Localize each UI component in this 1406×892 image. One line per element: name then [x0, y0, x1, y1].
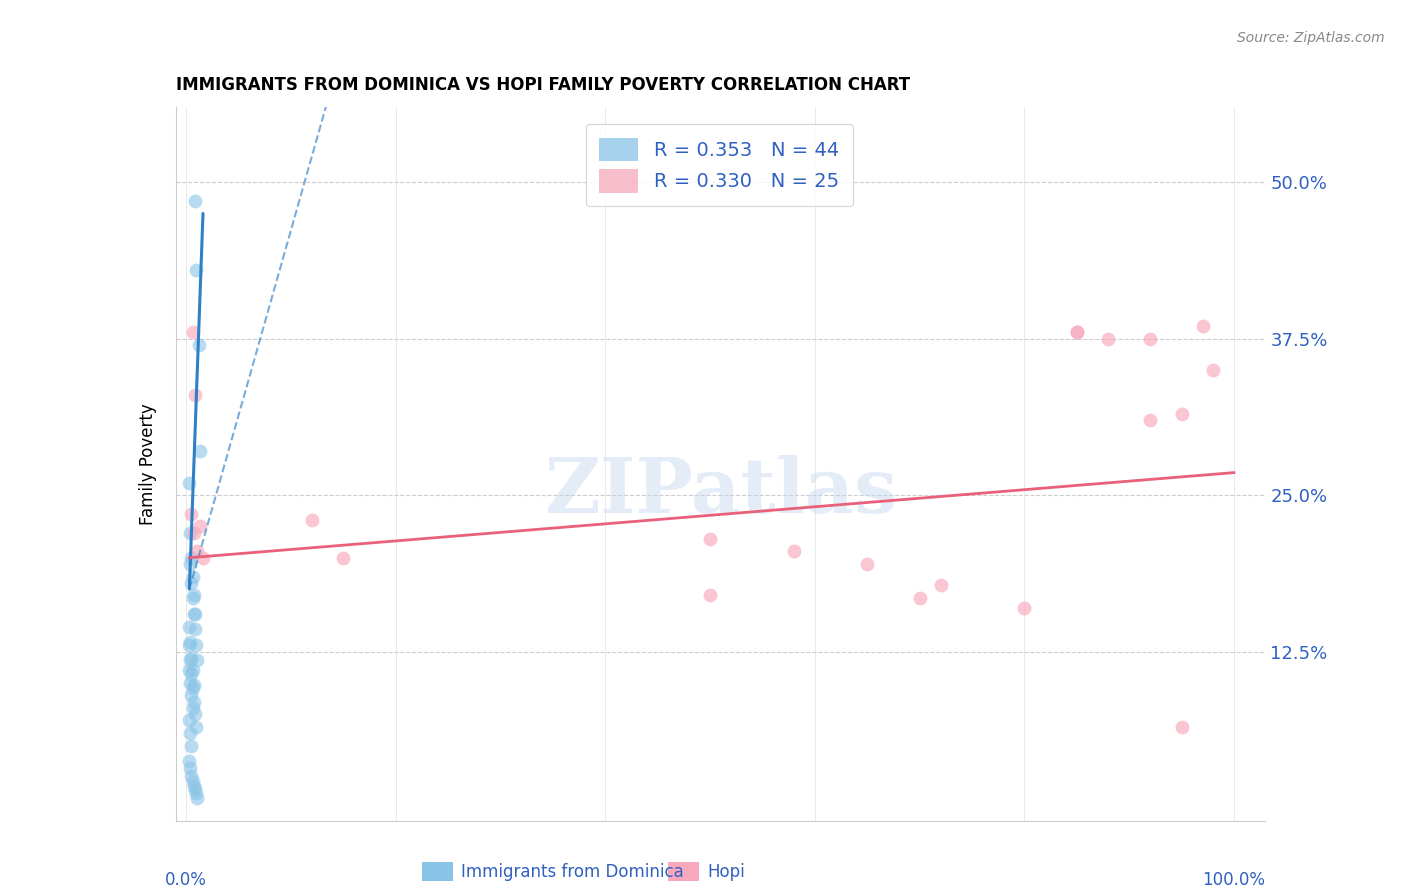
Point: [181, 664, 204, 678]
Point: [1170, 720, 1192, 734]
Point: [181, 591, 204, 605]
Point: [179, 619, 201, 633]
Point: [179, 557, 201, 571]
Point: [1066, 326, 1088, 340]
Point: [183, 678, 205, 692]
Point: [184, 720, 207, 734]
Point: [181, 681, 204, 695]
Text: Source: ZipAtlas.com: Source: ZipAtlas.com: [1237, 31, 1385, 45]
Point: [180, 768, 202, 782]
Point: [183, 782, 205, 797]
Point: [181, 773, 204, 788]
Legend: R = 0.353   N = 44, R = 0.330   N = 25: R = 0.353 N = 44, R = 0.330 N = 25: [585, 124, 852, 206]
Point: [183, 779, 205, 793]
Point: [180, 739, 202, 753]
Point: [179, 664, 201, 678]
Point: [179, 676, 201, 690]
Text: Immigrants from Dominica: Immigrants from Dominica: [461, 863, 683, 881]
Point: [1170, 407, 1192, 421]
Point: [181, 701, 204, 715]
Text: 0.0%: 0.0%: [166, 871, 207, 888]
Point: [183, 388, 205, 402]
Point: [179, 714, 201, 728]
Point: [181, 326, 204, 340]
Point: [699, 532, 721, 546]
Point: [183, 588, 205, 602]
Point: [184, 786, 207, 800]
Point: [183, 707, 205, 722]
Point: [179, 761, 201, 775]
Point: [1014, 600, 1036, 615]
Point: [179, 525, 201, 540]
Point: [183, 525, 205, 540]
Point: [183, 607, 205, 621]
Point: [929, 578, 952, 592]
Point: [856, 557, 879, 571]
Point: [179, 475, 201, 490]
Point: [1097, 332, 1119, 346]
Point: [187, 338, 209, 352]
Point: [301, 513, 323, 527]
Point: [183, 695, 205, 709]
Point: [179, 639, 201, 653]
Y-axis label: Family Poverty: Family Poverty: [139, 403, 157, 524]
Point: [1202, 363, 1225, 377]
Point: [180, 550, 202, 565]
Text: Hopi: Hopi: [707, 863, 745, 881]
Point: [180, 507, 202, 521]
Point: [179, 754, 201, 768]
Point: [699, 588, 721, 602]
Point: [183, 194, 205, 208]
Point: [1139, 332, 1161, 346]
Point: [184, 639, 207, 653]
Point: [332, 550, 354, 565]
Point: [186, 791, 208, 805]
Point: [1066, 326, 1088, 340]
Point: [181, 569, 204, 583]
Text: ZIPatlas: ZIPatlas: [544, 456, 897, 529]
Point: [191, 550, 214, 565]
Text: 100.0%: 100.0%: [1202, 871, 1265, 888]
Point: [186, 653, 208, 667]
Point: [180, 651, 202, 665]
Point: [1191, 319, 1213, 334]
Point: [184, 262, 207, 277]
Point: [179, 653, 201, 667]
Point: [183, 607, 205, 621]
Point: [180, 575, 202, 590]
Text: IMMIGRANTS FROM DOMINICA VS HOPI FAMILY POVERTY CORRELATION CHART: IMMIGRANTS FROM DOMINICA VS HOPI FAMILY …: [176, 77, 910, 95]
Point: [180, 689, 202, 703]
Point: [183, 622, 205, 636]
Point: [188, 519, 211, 533]
Point: [908, 591, 931, 605]
Point: [783, 544, 806, 558]
Point: [180, 667, 202, 681]
Point: [1139, 413, 1161, 427]
Point: [186, 544, 208, 558]
Point: [179, 726, 201, 740]
Point: [188, 444, 211, 458]
Point: [179, 634, 201, 648]
